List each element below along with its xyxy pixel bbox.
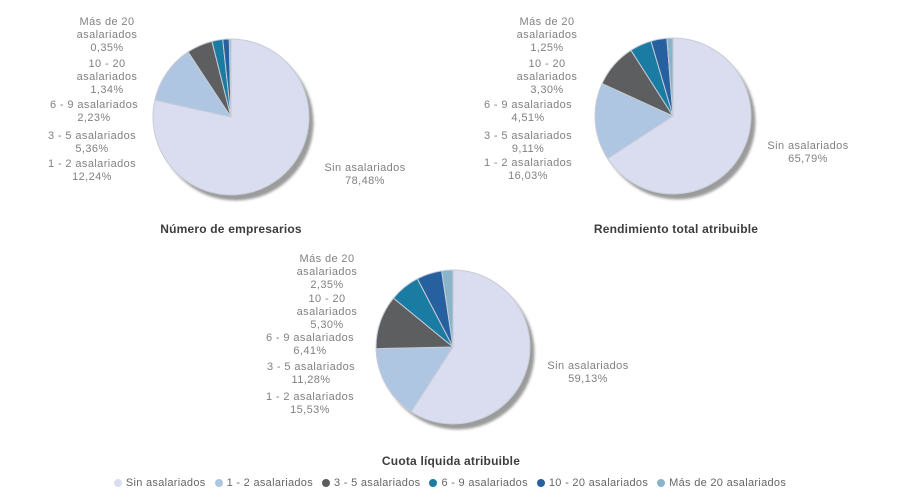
chart-title-rendimiento-total-atribuible: Rendimiento total atribuible [593, 222, 759, 236]
slice-label-mas-de-20-asalariados: Más de 20 asalariados 1,25% [516, 16, 578, 54]
slice-label-3-5-asalariados: 3 - 5 asalariados 5,36% [47, 130, 137, 155]
slice-label-sin-asalariados: Sin asalariados 59,13% [547, 360, 629, 385]
slice-label-3-5-asalariados: 3 - 5 asalariados 11,28% [266, 361, 356, 386]
legend-marker-icon [214, 479, 223, 487]
legend-item-label: Sin asalariados [125, 477, 206, 489]
legend-item-label: 3 - 5 asalariados [334, 477, 421, 489]
legend-marker-icon [113, 479, 122, 487]
pie-cuota-liquida-atribuible [375, 269, 535, 430]
slice-label-3-5-asalariados: 3 - 5 asalariados 9,11% [483, 130, 573, 155]
legend-item-label: 6 - 9 asalariados [441, 477, 528, 489]
pie-slice-1-2-asalariados [154, 51, 232, 118]
legend-item-6-9-asalariados: 6 - 9 asalariados [429, 477, 528, 489]
pie-slice-mas-de-20-asalariados [441, 269, 454, 348]
pie-slice-sin-asalariados [607, 37, 752, 195]
legend-marker-icon [322, 479, 331, 487]
legend-item-3-5-asalariados: 3 - 5 asalariados [322, 477, 420, 489]
pie-rendimiento-total-atribuible [594, 37, 756, 200]
legend-item-1-2-asalariados: 1 - 2 asalariados [214, 477, 314, 489]
slice-label-1-2-asalariados: 1 - 2 asalariados 15,53% [265, 391, 355, 416]
pie-slice-sin-asalariados [410, 269, 531, 425]
slice-label-10-20-asalariados: 10 - 20 asalariados 3,30% [516, 58, 578, 96]
slice-label-sin-asalariados: Sin asalariados 65,79% [767, 140, 849, 165]
slice-label-mas-de-20-asalariados: Más de 20 asalariados 2,35% [296, 253, 358, 291]
slice-label-1-2-asalariados: 1 - 2 asalariados 12,24% [47, 158, 137, 183]
slice-label-6-9-asalariados: 6 - 9 asalariados 4,51% [483, 99, 573, 124]
pie-slice-mas-de-20-asalariados [228, 38, 232, 118]
slice-label-6-9-asalariados: 6 - 9 asalariados 6,41% [265, 332, 355, 357]
slice-label-sin-asalariados: Sin asalariados 78,48% [324, 162, 406, 187]
chart-title-cuota-liquida-atribuible: Cuota líquida atribuible [381, 454, 521, 468]
pie-slice-mas-de-20-asalariados [666, 37, 674, 117]
chart-legend: Sin asalariados 1 - 2 asalariados 3 - 5 … [0, 477, 900, 489]
slice-label-10-20-asalariados: 10 - 20 asalariados 1,34% [76, 58, 138, 96]
pie-slice-1-2-asalariados [375, 346, 454, 413]
pie-numero-de-empresarios [152, 38, 314, 201]
legend-item-label: 10 - 20 asalariados [548, 477, 649, 489]
legend-item-label: Más de 20 asalariados [669, 477, 787, 489]
slice-label-6-9-asalariados: 6 - 9 asalariados 2,23% [49, 99, 139, 124]
slice-label-1-2-asalariados: 1 - 2 asalariados 16,03% [483, 157, 573, 182]
pie-slice-1-2-asalariados [594, 83, 674, 160]
slice-label-mas-de-20-asalariados: Más de 20 asalariados 0,35% [76, 16, 138, 54]
legend-item-mas-de-20-asalariados: Más de 20 asalariados [657, 477, 786, 489]
legend-item-sin-asalariados: Sin asalariados [113, 477, 206, 489]
slice-label-10-20-asalariados: 10 - 20 asalariados 5,30% [296, 293, 358, 331]
legend-item-label: 1 - 2 asalariados [226, 477, 314, 489]
legend-marker-icon [429, 479, 438, 487]
legend-marker-icon [657, 479, 666, 487]
legend-marker-icon [536, 479, 545, 487]
legend-item-10-20-asalariados: 10 - 20 asalariados [536, 477, 649, 489]
chart-title-numero-de-empresarios: Número de empresarios [160, 222, 302, 236]
